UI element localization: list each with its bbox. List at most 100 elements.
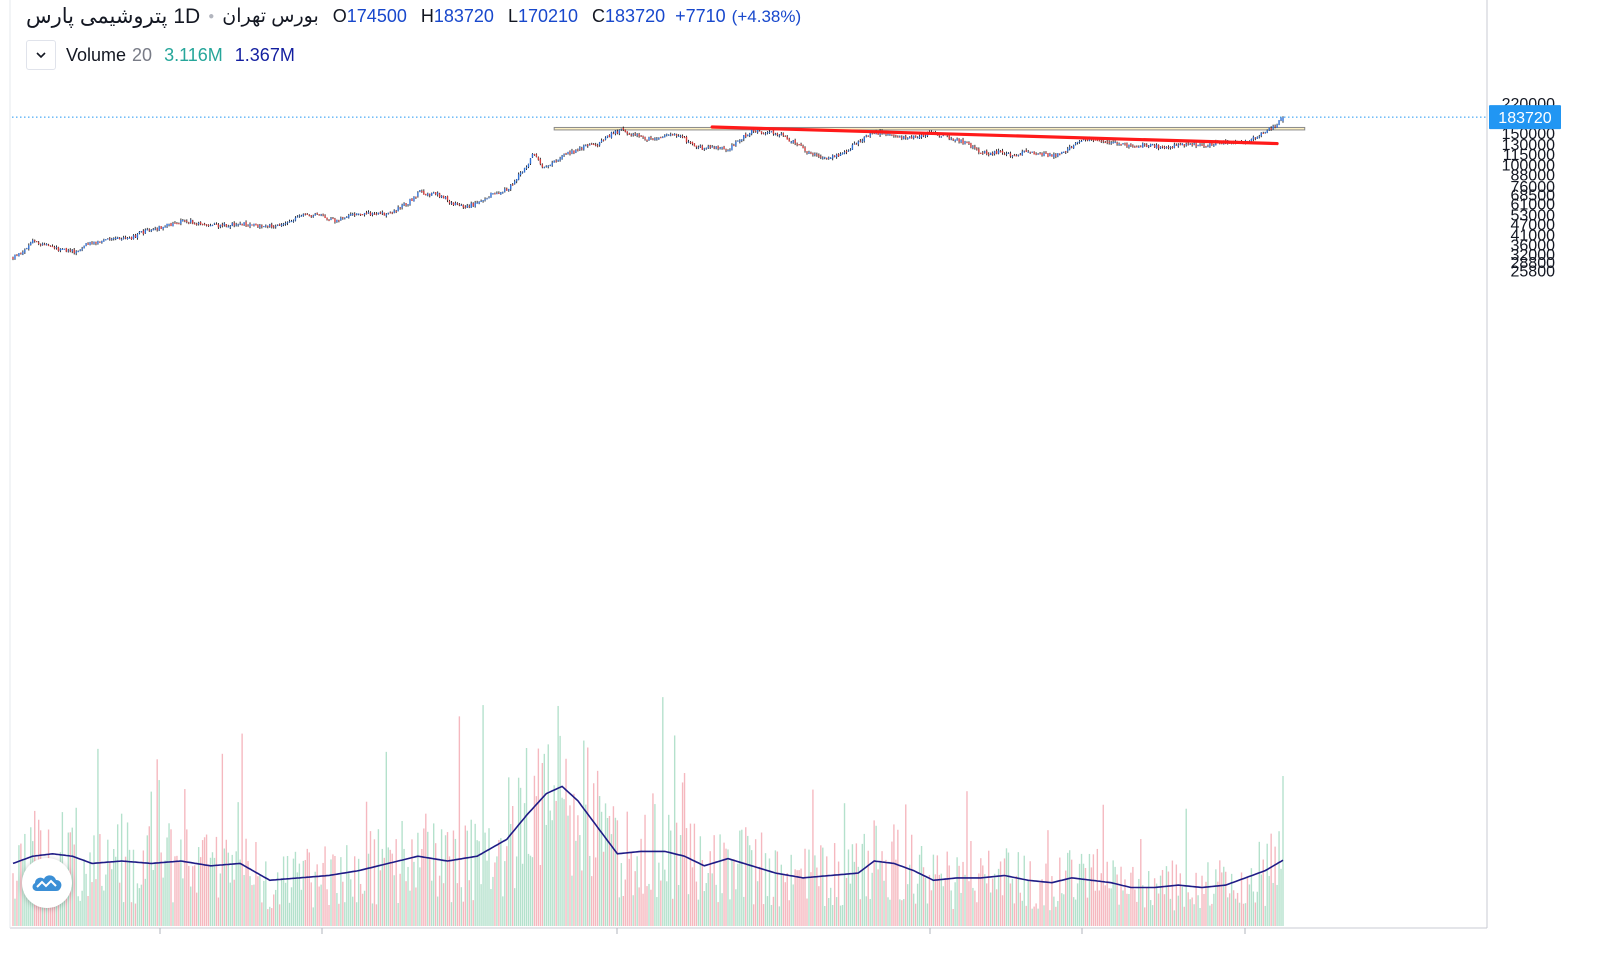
volume-bar-52 bbox=[115, 856, 117, 926]
candle-body bbox=[798, 144, 800, 146]
volume-bar-552 bbox=[1102, 804, 1104, 926]
candle-body bbox=[786, 136, 788, 140]
candle-320 bbox=[644, 136, 646, 141]
volume-bar-462 bbox=[924, 877, 927, 926]
candle-211 bbox=[429, 193, 431, 198]
volume-bar-17 bbox=[45, 899, 48, 926]
candle-body bbox=[575, 150, 577, 153]
volume-bar-172 bbox=[352, 896, 354, 926]
candle-body bbox=[749, 133, 751, 136]
volume-bar-233 bbox=[472, 900, 474, 926]
volume-bar-78 bbox=[166, 837, 168, 926]
volume-bar-115 bbox=[239, 859, 241, 926]
candle-170 bbox=[348, 213, 350, 219]
candle-body bbox=[1264, 132, 1266, 134]
candle-315 bbox=[634, 132, 636, 137]
candle-body bbox=[24, 249, 26, 253]
candle-425 bbox=[851, 143, 854, 151]
candle-body bbox=[642, 135, 644, 137]
volume-bar-123 bbox=[255, 842, 257, 926]
candle-309 bbox=[622, 126, 625, 132]
candle-body bbox=[995, 151, 998, 154]
volume-bar-124 bbox=[257, 876, 259, 926]
candle-643 bbox=[1282, 116, 1284, 123]
volume-bar-496 bbox=[991, 878, 994, 926]
candle-body bbox=[861, 140, 863, 142]
tradingview-logo-button[interactable] bbox=[22, 858, 72, 908]
volume-bar-167 bbox=[342, 881, 344, 926]
volume-bar-326 bbox=[656, 897, 658, 926]
candle-629 bbox=[1254, 137, 1257, 141]
candle-335 bbox=[673, 133, 676, 136]
candle-body bbox=[527, 163, 530, 167]
candle-530 bbox=[1059, 153, 1061, 156]
volume-bar-177 bbox=[361, 893, 364, 926]
candle-168 bbox=[344, 217, 346, 220]
candle-13 bbox=[37, 240, 40, 246]
collapse-legend-button[interactable] bbox=[26, 40, 56, 70]
volume-bar-7 bbox=[26, 884, 28, 926]
candle-body bbox=[265, 225, 267, 227]
candle-133 bbox=[274, 224, 277, 229]
volume-bar-202 bbox=[411, 839, 413, 926]
volume-bar-473 bbox=[946, 851, 948, 926]
candle-121 bbox=[251, 224, 253, 226]
candle-164 bbox=[336, 219, 338, 223]
candle-516 bbox=[1031, 151, 1033, 153]
candle-body bbox=[756, 130, 759, 133]
candle-62 bbox=[134, 233, 137, 238]
candle-104 bbox=[217, 223, 220, 229]
candle-body bbox=[57, 247, 60, 251]
candle-body bbox=[1017, 154, 1020, 156]
volume-bar-507 bbox=[1013, 903, 1016, 926]
candle-body bbox=[1096, 139, 1099, 141]
volume-bar-353 bbox=[709, 851, 711, 926]
volume-length: 20 bbox=[132, 44, 153, 65]
candle-body bbox=[751, 129, 753, 134]
volume-bar-564 bbox=[1126, 893, 1128, 926]
candle-body bbox=[816, 154, 818, 156]
candle-80 bbox=[170, 222, 172, 227]
volume-bar-578 bbox=[1153, 878, 1156, 926]
volume-bar-63 bbox=[136, 883, 139, 926]
volume-bar-192 bbox=[391, 853, 393, 926]
candle-174 bbox=[355, 213, 358, 216]
volume-bar-332 bbox=[668, 814, 670, 926]
candle-body bbox=[889, 134, 891, 136]
candle-312 bbox=[628, 132, 630, 135]
candle-body bbox=[178, 223, 180, 225]
candle-523 bbox=[1045, 151, 1047, 154]
candle-body bbox=[778, 135, 781, 137]
candle-519 bbox=[1037, 153, 1039, 155]
interval-label[interactable]: 1D bbox=[173, 4, 201, 28]
volume-bar-319 bbox=[642, 893, 644, 926]
volume-bar-502 bbox=[1003, 858, 1006, 926]
volume-indicator-name[interactable]: Volume bbox=[66, 44, 127, 65]
candle-223 bbox=[452, 202, 455, 206]
candle-40 bbox=[91, 241, 93, 245]
candle-11 bbox=[34, 239, 36, 243]
candle-body bbox=[109, 238, 111, 240]
candle-body bbox=[531, 153, 534, 158]
candle-body bbox=[146, 229, 148, 231]
volume-bar-190 bbox=[387, 847, 389, 926]
candle-body bbox=[375, 213, 378, 215]
candle-249 bbox=[504, 187, 506, 193]
candle-body bbox=[209, 225, 212, 227]
candle-233 bbox=[472, 202, 474, 208]
symbol-name[interactable]: پتروشیمی پارس bbox=[26, 5, 168, 28]
volume-bar-184 bbox=[375, 904, 378, 926]
candle-body bbox=[670, 134, 672, 136]
candle-340 bbox=[683, 135, 686, 139]
volume-bar-322 bbox=[648, 883, 650, 926]
candle-407 bbox=[816, 152, 818, 157]
candle-106 bbox=[221, 222, 224, 228]
candle-43 bbox=[97, 240, 99, 245]
candle-262 bbox=[529, 158, 532, 165]
candle-body bbox=[504, 188, 506, 192]
volume-bar-47 bbox=[105, 874, 107, 926]
candle-608 bbox=[1213, 143, 1215, 147]
candle-221 bbox=[448, 199, 451, 205]
